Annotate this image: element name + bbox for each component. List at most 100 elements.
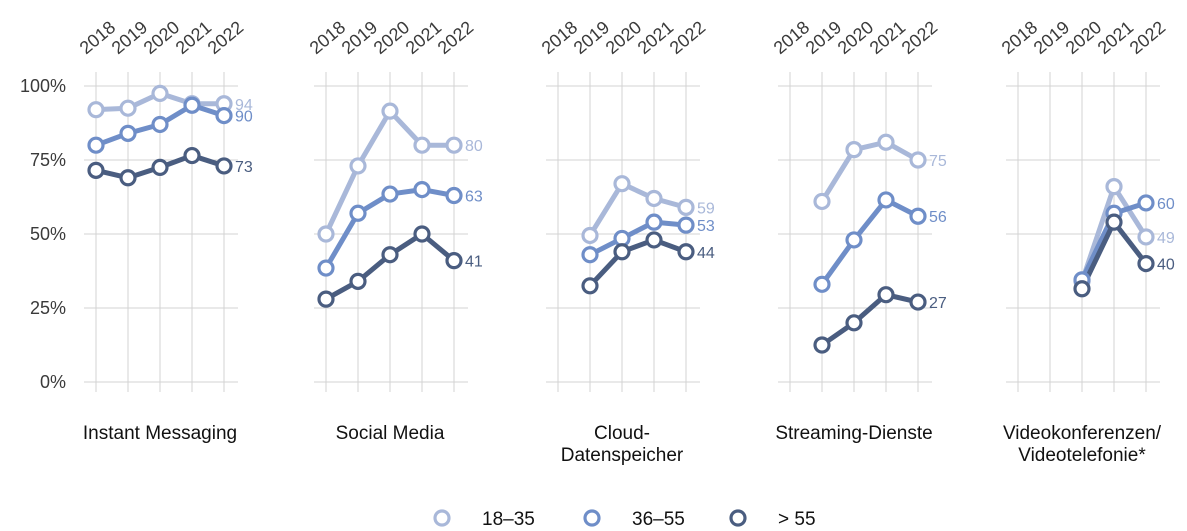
data-point: [215, 157, 233, 175]
data-label: 94: [235, 97, 253, 114]
data-point: [613, 243, 631, 261]
data-point: [813, 336, 831, 354]
panel-title: Videotelefonie*: [1018, 445, 1146, 466]
data-point: [87, 101, 105, 119]
data-point: [349, 204, 367, 222]
data-label: 59: [697, 200, 715, 217]
data-point: [349, 157, 367, 175]
data-point: [119, 169, 137, 187]
panel-title: Datenspeicher: [561, 445, 684, 466]
data-point: [677, 216, 695, 234]
data-point: [909, 151, 927, 169]
y-tick-label: 75%: [30, 150, 66, 170]
data-point: [1137, 255, 1155, 273]
series-line: [587, 181, 689, 238]
data-point: [813, 275, 831, 293]
series-line: [819, 292, 921, 348]
data-point: [317, 290, 335, 308]
data-point: [909, 207, 927, 225]
data-label: 27: [929, 295, 947, 312]
data-point: [877, 286, 895, 304]
data-point: [877, 133, 895, 151]
panel-title: Social Media: [336, 423, 445, 444]
y-tick-label: 0%: [40, 372, 66, 392]
data-label: 90: [235, 109, 253, 126]
data-point: [877, 191, 895, 209]
data-label: 60: [1157, 196, 1175, 213]
data-point: [413, 136, 431, 154]
legend-marker: [433, 509, 451, 527]
data-point: [413, 225, 431, 243]
data-point: [349, 272, 367, 290]
data-point: [1073, 280, 1091, 298]
data-label: 53: [697, 218, 715, 235]
series-line: [587, 237, 689, 289]
legend-marker: [729, 509, 747, 527]
data-point: [645, 189, 663, 208]
data-point: [413, 181, 431, 199]
data-label: 40: [1157, 257, 1175, 274]
data-point: [445, 136, 463, 154]
data-point: [317, 259, 335, 277]
panel: 20182019202020212022755627Streaming-Dien…: [770, 17, 947, 444]
data-point: [645, 213, 663, 231]
legend-label: 18–35: [482, 509, 535, 530]
data-label: 44: [697, 245, 715, 262]
series-line: [587, 219, 689, 258]
data-point: [215, 106, 233, 125]
data-label: 56: [929, 209, 947, 226]
data-point: [317, 225, 335, 243]
legend-marker: [583, 509, 601, 527]
data-label: 75: [929, 153, 947, 170]
x-tick-label: 2022: [666, 17, 710, 58]
data-point: [677, 243, 695, 261]
data-point: [1105, 213, 1123, 231]
data-point: [381, 246, 399, 264]
data-point: [151, 84, 169, 103]
data-label: 73: [235, 159, 253, 176]
data-point: [677, 198, 695, 216]
data-point: [645, 231, 663, 249]
data-point: [909, 293, 927, 311]
data-point: [1105, 178, 1123, 196]
data-point: [119, 99, 137, 117]
data-point: [183, 146, 201, 165]
x-tick-label: 2022: [204, 17, 248, 58]
data-point: [151, 115, 169, 134]
y-axis: 0% 25% 50% 75% 100%: [20, 76, 66, 392]
data-point: [845, 141, 863, 159]
series-line: [819, 139, 921, 204]
panel-title: Streaming-Dienste: [775, 423, 932, 444]
panel: 20182019202020212022595344Cloud-Datenspe…: [538, 17, 715, 466]
data-point: [151, 158, 169, 176]
legend: 18–35 36–55 > 55: [433, 509, 816, 530]
legend-label: 36–55: [632, 509, 685, 530]
panel-title: Cloud-: [594, 423, 650, 444]
data-point: [613, 175, 631, 193]
x-tick-label: 2022: [434, 17, 478, 58]
data-label: 63: [465, 189, 483, 206]
panel-title: Videokonferenzen/: [1003, 423, 1162, 444]
x-tick-label: 2022: [1126, 17, 1170, 58]
y-tick-label: 100%: [20, 76, 66, 96]
data-label: 41: [465, 254, 483, 271]
data-point: [183, 96, 201, 114]
series-line: [819, 197, 921, 287]
data-point: [445, 186, 463, 205]
data-point: [445, 252, 463, 270]
panel-title: Instant Messaging: [83, 423, 237, 444]
data-point: [581, 277, 599, 295]
y-tick-label: 50%: [30, 224, 66, 244]
data-point: [87, 136, 105, 154]
data-point: [1137, 228, 1155, 246]
y-tick-label: 25%: [30, 298, 66, 318]
data-point: [87, 161, 105, 179]
data-point: [581, 226, 599, 245]
data-label: 80: [465, 138, 483, 155]
data-point: [581, 246, 599, 264]
data-label: 49: [1157, 230, 1175, 247]
data-point: [381, 102, 399, 120]
